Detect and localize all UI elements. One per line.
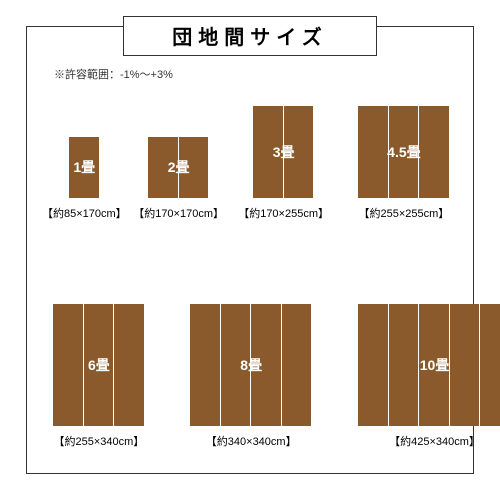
mat-caption: 【約340×340cm】 (206, 433, 297, 449)
mat-label: 8畳 (240, 355, 262, 375)
mat-m2: 2畳 (148, 137, 209, 198)
mat-panel (480, 304, 500, 426)
mat-label: 10畳 (420, 355, 450, 375)
mat-label: 4.5畳 (387, 142, 420, 162)
mat-caption: 【約170×255cm】 (238, 205, 329, 221)
mat-label: 3畳 (273, 142, 295, 162)
mat-panel (190, 304, 221, 426)
mat-caption: 【約85×170cm】 (42, 205, 127, 221)
mat-panel (450, 304, 481, 426)
mat-m1: 1畳 (69, 137, 100, 198)
mat-m8: 8畳 (190, 304, 312, 426)
mat-m3: 3畳 (253, 106, 314, 198)
mat-m10: 10畳 (358, 304, 500, 426)
mat-panel (53, 304, 84, 426)
page-title: 団地間サイズ (123, 16, 377, 56)
mat-panel (114, 304, 145, 426)
mat-panel (358, 106, 389, 198)
mat-panel (389, 304, 420, 426)
mat-panel (358, 304, 389, 426)
tolerance-note: ※許容範囲：-1%〜+3% (54, 66, 173, 82)
mat-label: 6畳 (88, 355, 110, 375)
mat-label: 1畳 (73, 157, 95, 177)
mat-m4_5: 4.5畳 (358, 106, 450, 198)
mat-caption: 【約425×340cm】 (389, 433, 480, 449)
mat-caption: 【約255×255cm】 (358, 205, 449, 221)
mat-caption: 【約255×340cm】 (53, 433, 144, 449)
mat-panel (419, 106, 450, 198)
mat-m6: 6畳 (53, 304, 145, 426)
mat-label: 2畳 (168, 157, 190, 177)
mat-caption: 【約170×170cm】 (133, 205, 224, 221)
mat-panel (282, 304, 313, 426)
